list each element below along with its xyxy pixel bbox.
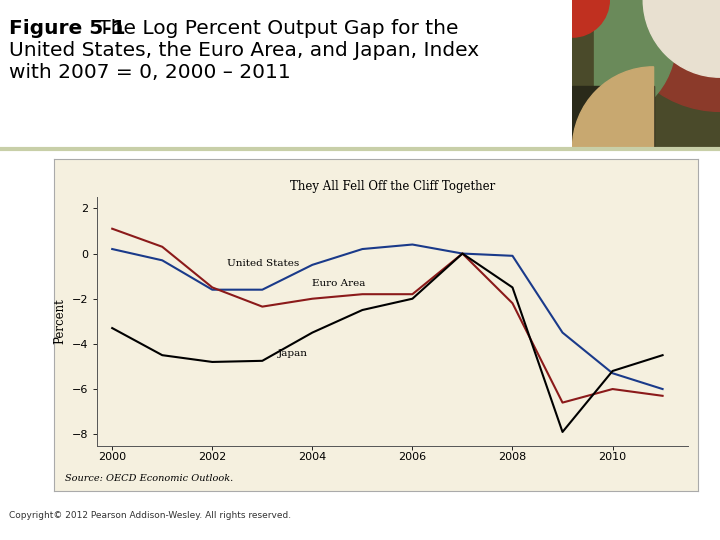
Text: Japan: Japan (277, 349, 307, 359)
Bar (572, 86, 654, 148)
Text: United States: United States (228, 259, 300, 268)
Wedge shape (572, 0, 609, 37)
Text: Euro Area: Euro Area (312, 279, 366, 288)
Text: 5-3: 5-3 (652, 510, 677, 524)
Wedge shape (595, 0, 676, 123)
Title: They All Fell Off the Cliff Together: They All Fell Off the Cliff Together (289, 180, 495, 193)
Text: Copyright© 2012 Pearson Addison-Wesley. All rights reserved.: Copyright© 2012 Pearson Addison-Wesley. … (9, 511, 292, 520)
Text: Source: OECD Economic Outlook.: Source: OECD Economic Outlook. (65, 474, 233, 483)
Y-axis label: Percent: Percent (53, 299, 66, 344)
Text: The Log Percent Output Gap for the
United States, the Euro Area, and Japan, Inde: The Log Percent Output Gap for the Unite… (9, 19, 480, 82)
Text: Figure 5-1: Figure 5-1 (9, 19, 126, 38)
Wedge shape (609, 0, 720, 111)
Wedge shape (643, 0, 720, 77)
Wedge shape (572, 67, 654, 148)
